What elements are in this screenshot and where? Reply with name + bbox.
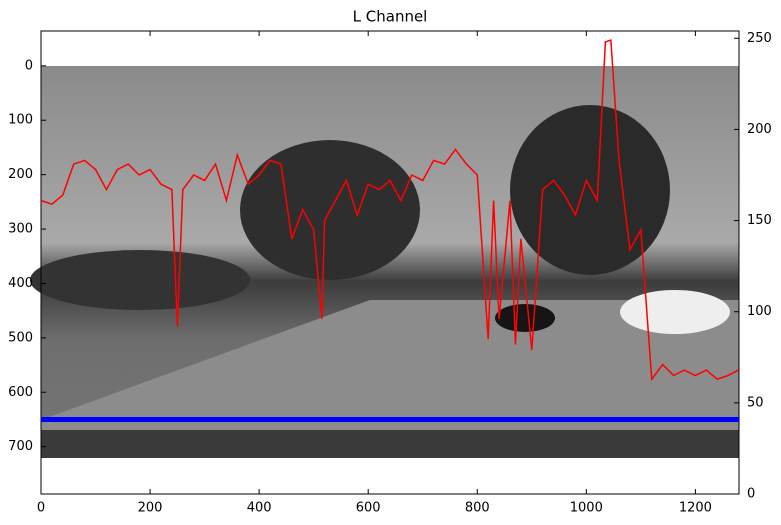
background-photo	[30, 66, 739, 458]
y2-tick-label: 50	[747, 395, 764, 410]
axes-frame	[40, 30, 740, 495]
x-tick-label: 600	[356, 501, 381, 516]
x-tick-label: 1200	[679, 501, 712, 516]
x-tick-label: 800	[465, 501, 490, 516]
y-tick-label: 200	[8, 167, 33, 182]
x-tick-label: 400	[247, 501, 272, 516]
chart-title: L Channel	[353, 8, 428, 26]
x-tick-label: 0	[37, 501, 45, 516]
y-tick-label: 100	[8, 113, 33, 128]
y2-tick-label: 0	[747, 487, 755, 502]
y-tick-label: 0	[25, 58, 33, 73]
y2-tick-label: 100	[747, 304, 772, 319]
x-tick-label: 200	[138, 501, 163, 516]
line-series	[40, 39, 739, 382]
y-tick-label: 500	[8, 330, 33, 345]
y-tick-label: 700	[8, 439, 33, 454]
y-tick-label: 300	[8, 222, 33, 237]
y-tick-label: 400	[8, 276, 33, 291]
y2-tick-label: 250	[747, 31, 772, 46]
y-tick-label: 600	[8, 385, 33, 400]
y2-tick-label: 150	[747, 213, 772, 228]
x-tick-label: 1000	[570, 501, 603, 516]
y2-tick-label: 200	[747, 122, 772, 137]
